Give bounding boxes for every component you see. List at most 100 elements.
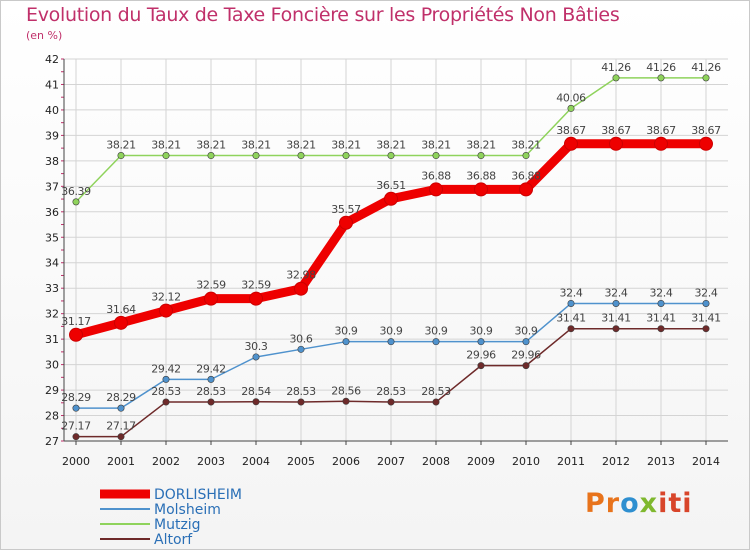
data-label: 32.59 bbox=[196, 279, 226, 292]
data-point bbox=[609, 136, 623, 151]
y-tick-label: 38 bbox=[45, 155, 59, 168]
x-tick-label: 2009 bbox=[467, 455, 495, 468]
y-tick-label: 30 bbox=[45, 359, 59, 372]
data-label: 31.41 bbox=[556, 312, 586, 325]
data-label: 36.51 bbox=[376, 179, 406, 192]
data-label: 38.21 bbox=[196, 139, 226, 152]
data-point bbox=[384, 191, 398, 206]
data-label: 31.17 bbox=[61, 315, 91, 328]
data-point bbox=[657, 74, 665, 82]
y-tick-label: 40 bbox=[45, 104, 59, 117]
legend-label: Mutzig bbox=[154, 517, 201, 533]
data-point bbox=[342, 152, 350, 160]
data-point bbox=[519, 182, 533, 197]
data-label: 31.41 bbox=[691, 312, 721, 325]
data-label: 38.21 bbox=[331, 139, 361, 152]
y-tick-label: 34 bbox=[45, 257, 59, 270]
data-label: 32.59 bbox=[241, 279, 271, 292]
data-point bbox=[162, 398, 170, 406]
data-point bbox=[612, 299, 620, 307]
data-labels: 28.29 28.29 29.42 29.42 30.3 30.6 30.9 30.9 30.9… bbox=[61, 61, 721, 433]
data-point bbox=[342, 397, 350, 405]
data-point bbox=[162, 375, 170, 383]
x-tick-label: 2000 bbox=[62, 455, 90, 468]
x-tick-label: 2001 bbox=[107, 455, 135, 468]
data-point bbox=[252, 353, 260, 361]
data-label: 28.53 bbox=[151, 385, 181, 398]
chart-title: Evolution du Taux de Taxe Foncière sur l… bbox=[26, 4, 620, 26]
y-tick-label: 28 bbox=[45, 410, 59, 423]
data-label: 28.53 bbox=[286, 385, 316, 398]
data-label: 28.53 bbox=[421, 385, 451, 398]
logo-part: o bbox=[620, 488, 640, 519]
data-point bbox=[522, 152, 530, 160]
x-tick-label: 2006 bbox=[332, 455, 360, 468]
y-tick-label: 37 bbox=[45, 180, 59, 193]
data-label: 38.21 bbox=[376, 139, 406, 152]
data-label: 38.21 bbox=[151, 139, 181, 152]
data-label: 27.17 bbox=[106, 420, 136, 433]
data-label: 30.6 bbox=[290, 332, 313, 345]
logo-part: x bbox=[639, 488, 659, 519]
data-label: 38.21 bbox=[106, 139, 136, 152]
data-point bbox=[252, 152, 260, 160]
data-point bbox=[252, 398, 260, 406]
data-point bbox=[72, 433, 80, 441]
x-tick-label: 2014 bbox=[692, 455, 720, 468]
x-tick-label: 2013 bbox=[647, 455, 675, 468]
data-point bbox=[294, 281, 308, 296]
data-point bbox=[297, 398, 305, 406]
data-point bbox=[387, 338, 395, 346]
data-label: 38.21 bbox=[286, 139, 316, 152]
data-point bbox=[117, 152, 125, 160]
data-label: 29.42 bbox=[196, 362, 226, 375]
y-tick-label: 35 bbox=[45, 231, 59, 244]
data-label: 32.12 bbox=[151, 291, 181, 304]
x-tick-label: 2010 bbox=[512, 455, 540, 468]
data-label: 30.9 bbox=[380, 325, 403, 338]
data-point bbox=[702, 325, 710, 333]
data-point bbox=[702, 74, 710, 82]
data-point bbox=[522, 362, 530, 370]
series-points bbox=[69, 74, 713, 441]
data-point bbox=[567, 104, 575, 112]
data-point bbox=[432, 398, 440, 406]
proxiti-logo: Proxiti bbox=[585, 488, 693, 519]
data-label: 31.41 bbox=[601, 312, 631, 325]
data-point bbox=[207, 375, 215, 383]
data-label: 36.39 bbox=[61, 185, 91, 198]
y-tick-label: 42 bbox=[45, 53, 59, 66]
y-tick-label: 39 bbox=[45, 129, 59, 142]
y-tick-label: 27 bbox=[45, 435, 59, 448]
grid bbox=[64, 58, 728, 442]
data-point bbox=[72, 198, 80, 206]
data-label: 29.42 bbox=[151, 362, 181, 375]
data-point bbox=[207, 152, 215, 160]
data-point bbox=[657, 325, 665, 333]
data-label: 38.21 bbox=[466, 139, 496, 152]
data-label: 28.54 bbox=[241, 385, 271, 398]
data-point bbox=[72, 404, 80, 412]
data-label: 36.88 bbox=[466, 169, 496, 182]
data-label: 30.9 bbox=[470, 325, 493, 338]
data-point bbox=[702, 299, 710, 307]
data-point bbox=[117, 404, 125, 412]
data-label: 32.98 bbox=[286, 269, 316, 282]
data-point bbox=[114, 315, 128, 330]
data-label: 38.67 bbox=[601, 124, 631, 137]
x-tick-label: 2008 bbox=[422, 455, 450, 468]
legend-label: DORLISHEIM bbox=[154, 487, 242, 503]
data-point bbox=[387, 398, 395, 406]
data-point bbox=[162, 152, 170, 160]
y-tick-label: 29 bbox=[45, 384, 59, 397]
data-label: 38.21 bbox=[241, 139, 271, 152]
data-point bbox=[432, 152, 440, 160]
data-point bbox=[207, 398, 215, 406]
data-label: 41.26 bbox=[601, 61, 631, 74]
data-label: 32.4 bbox=[605, 286, 628, 299]
x-tick-label: 2007 bbox=[377, 455, 405, 468]
data-point bbox=[699, 136, 713, 151]
legend-label: Molsheim bbox=[154, 502, 221, 518]
